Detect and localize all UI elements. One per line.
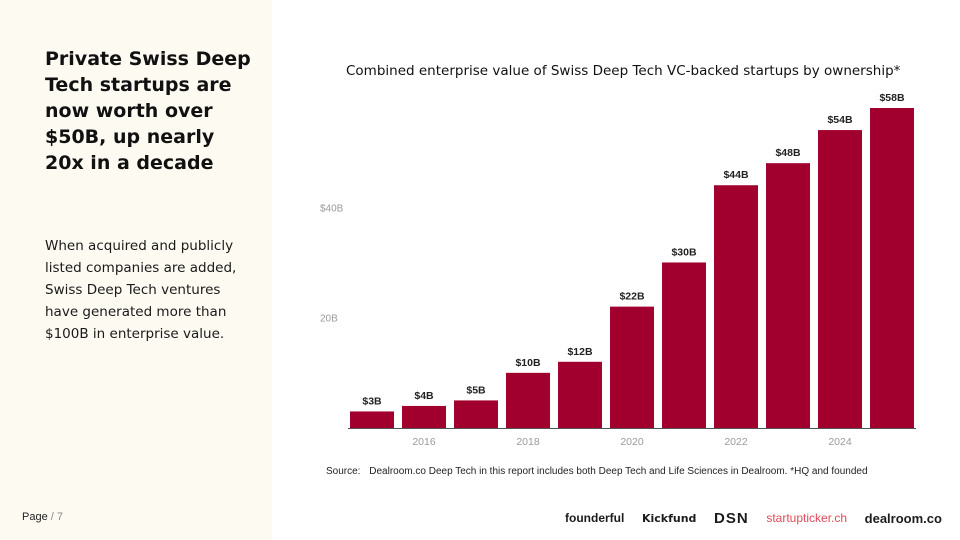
bar <box>714 185 758 428</box>
x-tick-label: 2024 <box>828 436 852 448</box>
x-tick-label: 2018 <box>516 436 540 448</box>
bar <box>766 163 810 428</box>
bar <box>350 411 394 428</box>
body-text: When acquired and publicly listed compan… <box>45 238 237 342</box>
bar-data-label: $58B <box>879 92 905 104</box>
dealroom-logo: dealroom.co <box>864 510 942 526</box>
left-panel: Private Swiss Deep Tech startups are now… <box>0 0 272 540</box>
partner-logos: founderful Kickfund DSN startupticker.ch… <box>565 509 942 527</box>
bar <box>402 405 446 428</box>
bar <box>610 306 654 428</box>
bar-data-label: $48B <box>775 147 801 159</box>
bar <box>870 108 914 428</box>
x-tick-label: 2022 <box>724 436 748 448</box>
headline: Private Swiss Deep Tech startups are now… <box>45 48 251 174</box>
bar-data-label: $54B <box>827 114 853 126</box>
startupticker-logo: startupticker.ch <box>766 511 848 525</box>
bar-data-label: $3B <box>362 395 382 407</box>
page-indicator: Page / 7 <box>22 511 63 523</box>
bar-data-label: $5B <box>466 384 486 396</box>
bar-data-label: $22B <box>619 291 645 303</box>
chart-title: Combined enterprise value of Swiss Deep … <box>346 63 901 79</box>
y-tick-label: 20B <box>320 314 338 325</box>
x-tick-label: 2016 <box>412 436 436 448</box>
kickfund-logo: Kickfund <box>641 511 697 525</box>
bar <box>662 262 706 428</box>
page-separator: / <box>50 511 54 523</box>
y-tick-label: $40B <box>320 203 344 214</box>
page-number: 7 <box>56 511 64 523</box>
page-label: Page <box>22 511 48 523</box>
bar <box>558 361 602 428</box>
source-text: Dealroom.co Deep Tech in this report inc… <box>369 466 868 477</box>
bar-data-label: $12B <box>567 346 593 358</box>
bar-data-label: $30B <box>671 246 697 258</box>
bar-chart: 20B $40B $3B $4B $5B $10B $12B $22B $30B $44B $48B… <box>320 92 916 448</box>
bar-data-label: $44B <box>723 169 749 181</box>
bar <box>454 400 498 428</box>
dsn-logo: DSN <box>714 509 749 527</box>
founderful-logo: founderful <box>565 511 625 525</box>
bar-data-label: $4B <box>414 390 434 402</box>
bar <box>506 372 550 428</box>
bar <box>818 130 862 428</box>
bar-data-label: $10B <box>515 357 541 369</box>
x-tick-label: 2020 <box>620 436 644 448</box>
source-label: Source: <box>326 466 361 477</box>
source-note: Source: Dealroom.co Deep Tech in this re… <box>326 466 868 477</box>
